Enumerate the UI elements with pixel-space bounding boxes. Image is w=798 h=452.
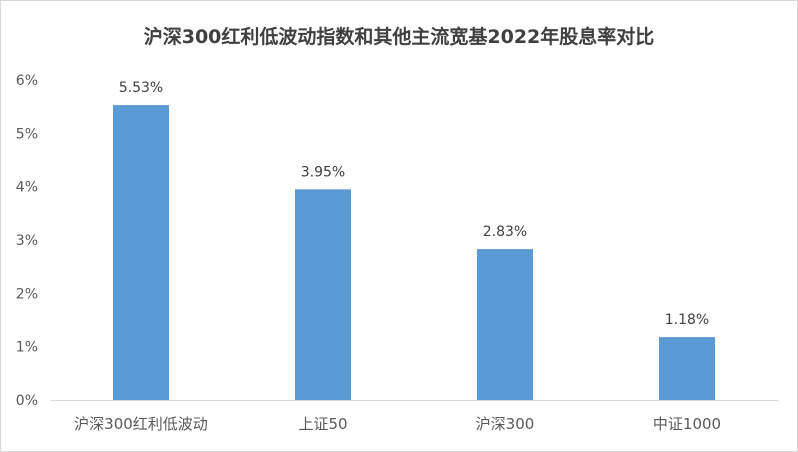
x-tick-label: 沪深300 <box>476 415 535 433</box>
y-tick-label: 3% <box>16 233 38 249</box>
y-tick-label: 5% <box>16 126 38 142</box>
x-tick-label: 上证50 <box>298 415 347 433</box>
data-label: 1.18% <box>665 312 709 328</box>
bar <box>295 189 351 400</box>
bar <box>659 337 715 400</box>
chart-title: 沪深300红利低波动指数和其他主流宽基2022年股息率对比 <box>143 26 655 48</box>
data-label: 3.95% <box>301 164 345 180</box>
y-tick-label: 4% <box>16 180 38 196</box>
y-tick-label: 6% <box>16 73 38 89</box>
y-tick-label: 1% <box>16 340 38 356</box>
bar <box>113 105 169 401</box>
y-tick-label: 2% <box>16 286 38 302</box>
x-tick-label: 中证1000 <box>653 415 721 433</box>
y-tick-label: 0% <box>16 393 38 409</box>
data-label: 2.83% <box>483 224 527 240</box>
data-label: 5.53% <box>119 80 163 96</box>
x-tick-label: 沪深300红利低波动 <box>74 415 208 433</box>
bar <box>477 249 533 400</box>
